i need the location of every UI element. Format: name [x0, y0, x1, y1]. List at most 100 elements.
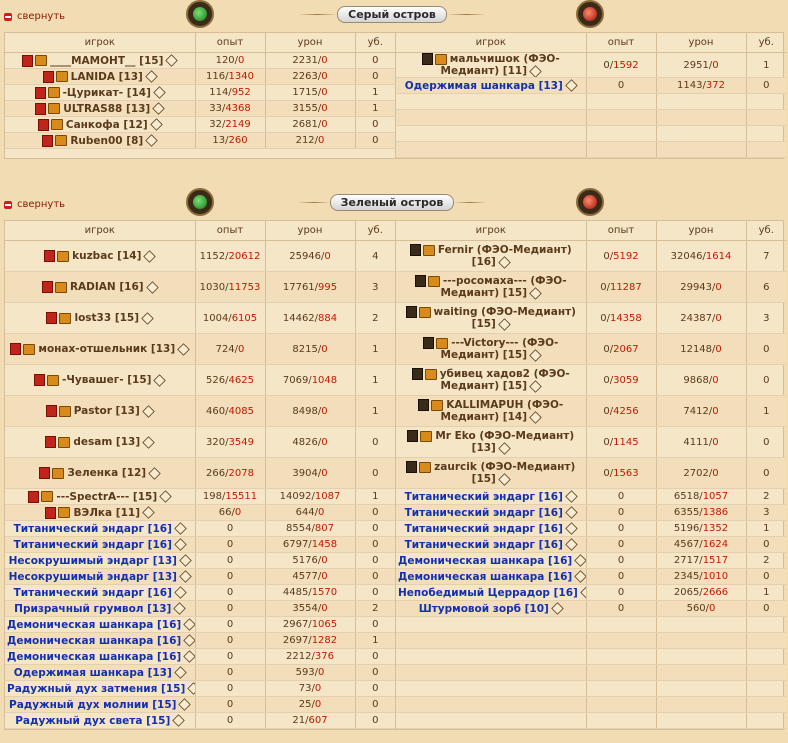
player-info-icon[interactable] [183, 618, 194, 631]
player-name-link[interactable]: ____МАМОНТ__ [15] [50, 54, 164, 67]
player-info-icon[interactable] [142, 506, 155, 519]
player-info-icon[interactable] [529, 410, 542, 424]
player-info-icon[interactable] [498, 255, 511, 269]
player-info-icon[interactable] [149, 118, 163, 131]
damage-value: 4567/ [673, 539, 703, 550]
player-info-icon[interactable] [142, 404, 155, 418]
player-info-icon[interactable] [183, 634, 194, 647]
player-name-link[interactable]: ULTRAS88 [13] [63, 102, 151, 115]
player-info-icon[interactable] [179, 554, 192, 567]
player-info-icon[interactable] [565, 79, 578, 92]
player-info-icon[interactable] [498, 472, 511, 486]
player-name-link[interactable]: Титанический эндарг [16] [404, 522, 563, 535]
player-info-icon[interactable] [153, 86, 166, 99]
player-name-link[interactable]: Титанический эндарг [16] [13, 538, 172, 551]
player-info-icon[interactable] [551, 602, 564, 615]
player-info-icon[interactable] [565, 490, 578, 503]
player-name-link[interactable]: waiting (ФЭО-Медиант) [15] [433, 306, 576, 330]
collapse-button[interactable]: свернуть [4, 199, 65, 210]
player-name-link[interactable]: ---Victory--- (ФЭО-Медиант) [15] [440, 337, 559, 361]
player-info-icon[interactable] [172, 714, 186, 727]
player-name-link[interactable]: desam [13] [73, 436, 141, 448]
player-name-link[interactable]: -Чувашег- [15] [62, 374, 152, 386]
player-info-icon[interactable] [498, 317, 511, 331]
player-name-link[interactable]: ---росомаха--- (ФЭО-Медиант) [15] [440, 275, 567, 299]
player-info-icon[interactable] [565, 522, 578, 535]
player-info-icon[interactable] [174, 538, 187, 551]
player-info-icon[interactable] [565, 506, 578, 519]
player-info-icon[interactable] [159, 490, 172, 503]
player-info-icon[interactable] [145, 280, 159, 294]
player-info-icon[interactable] [145, 134, 158, 147]
player-name-link[interactable]: Демоническая шанкара [16] [398, 554, 573, 567]
player-name-link[interactable]: Зеленка [12] [67, 467, 147, 479]
player-name-link[interactable]: Mr Eko (ФЭО-Медиант) [13] [435, 430, 575, 454]
player-name-link[interactable]: Ruben00 [8] [70, 134, 144, 147]
player-info-icon[interactable] [174, 586, 187, 599]
player-info-icon[interactable] [498, 441, 511, 455]
player-info-icon[interactable] [529, 64, 542, 77]
player-name-link[interactable]: Штурмовой зорб [10] [418, 602, 549, 615]
player-name-link[interactable]: убивец хадов2 (ФЭО-Медиант) [15] [439, 368, 570, 392]
player-info-icon[interactable] [529, 379, 542, 393]
player-name-link[interactable]: ---SpectrA--- [15] [56, 490, 158, 503]
player-name-link[interactable]: kuzbac [14] [72, 250, 142, 262]
player-name-link[interactable]: Призрачный грумвол [13] [14, 602, 172, 615]
player-info-icon[interactable] [529, 286, 542, 300]
player-info-icon[interactable] [141, 311, 154, 325]
player-info-icon[interactable] [183, 650, 194, 663]
player-name-link[interactable]: -Цурикат- [14] [62, 86, 151, 99]
player-name-link[interactable]: Титанический эндарг [16] [13, 522, 172, 535]
player-name-link[interactable]: монах-отшельник [13] [38, 343, 176, 355]
player-info-icon[interactable] [174, 666, 187, 679]
player-info-icon[interactable] [529, 348, 542, 362]
player-name-link[interactable]: Демоническая шанкара [16] [7, 618, 182, 631]
player-name-link[interactable]: Радужный дух затмения [15] [7, 682, 186, 695]
player-name-link[interactable]: Демоническая шанкара [16] [7, 650, 182, 663]
table-row: Штурмовой зорб [10] 0 560/0 0 [396, 600, 786, 617]
player-name-link[interactable]: Несокрушимый эндарг [13] [8, 554, 177, 567]
player-name-link[interactable]: Радужный дух молнии [15] [9, 698, 177, 711]
player-info-icon[interactable] [565, 538, 578, 551]
player-name-link[interactable]: RADIAN [16] [69, 281, 144, 293]
player-info-icon[interactable] [173, 602, 187, 615]
player-info-icon[interactable] [177, 342, 190, 356]
player-name-link[interactable]: Демоническая шанкара [16] [398, 570, 573, 583]
player-info-icon[interactable] [142, 435, 155, 449]
player-name-link[interactable]: Титанический эндарг [16] [404, 538, 563, 551]
player-info-icon[interactable] [574, 554, 585, 567]
damage-value: 2263/ [292, 71, 322, 82]
player-info-icon[interactable] [179, 570, 192, 583]
player-cell: Призрачный грумвол [13] [5, 600, 196, 617]
player-name-link[interactable]: мальчишок (ФЭО-Медиант) [11] [440, 53, 560, 77]
player-name-link[interactable]: Санкофа [12] [65, 118, 148, 131]
player-info-icon[interactable] [153, 373, 167, 387]
player-name-link[interactable]: zaurcik (ФЭО-Медиант) [15] [434, 461, 576, 485]
player-name-link[interactable]: Титанический эндарг [16] [13, 586, 172, 599]
player-name-link[interactable]: Одержимая шанкара [13] [404, 79, 563, 92]
player-info-icon[interactable] [145, 70, 158, 83]
player-name-link[interactable]: Радужный дух света [15] [15, 714, 171, 727]
player-info-icon[interactable] [580, 586, 585, 599]
player-name-link[interactable]: Непобедимый Церрадор [16] [398, 586, 578, 599]
player-name-link[interactable]: Несокрушимый эндарг [13] [8, 570, 177, 583]
player-name-link[interactable]: Fernir (ФЭО-Медиант) [16] [437, 244, 572, 268]
player-name-link[interactable]: Pastor [13] [73, 405, 140, 417]
player-info-icon[interactable] [187, 682, 194, 695]
collapse-button[interactable]: свернуть [4, 11, 65, 22]
player-name-link[interactable]: Демоническая шанкара [16] [7, 634, 182, 647]
player-name-link[interactable]: ВЭЛка [11] [73, 506, 140, 519]
player-name-link[interactable]: Одержимая шанкара [13] [13, 666, 172, 679]
player-info-icon[interactable] [165, 54, 179, 67]
player-name-link[interactable]: KALLIMAPUH (ФЭО-Медиант) [14] [440, 399, 564, 423]
player-info-icon[interactable] [174, 522, 187, 535]
player-info-icon[interactable] [178, 698, 192, 711]
player-info-icon[interactable] [152, 102, 165, 115]
player-name-link[interactable]: Титанический эндарг [16] [404, 506, 563, 519]
player-info-icon[interactable] [143, 249, 157, 263]
player-info-icon[interactable] [574, 570, 585, 583]
player-name-link[interactable]: lost33 [15] [74, 312, 140, 324]
player-info-icon[interactable] [148, 466, 161, 480]
player-name-link[interactable]: Титанический эндарг [16] [404, 490, 563, 503]
player-name-link[interactable]: LANIDA [13] [70, 70, 143, 83]
